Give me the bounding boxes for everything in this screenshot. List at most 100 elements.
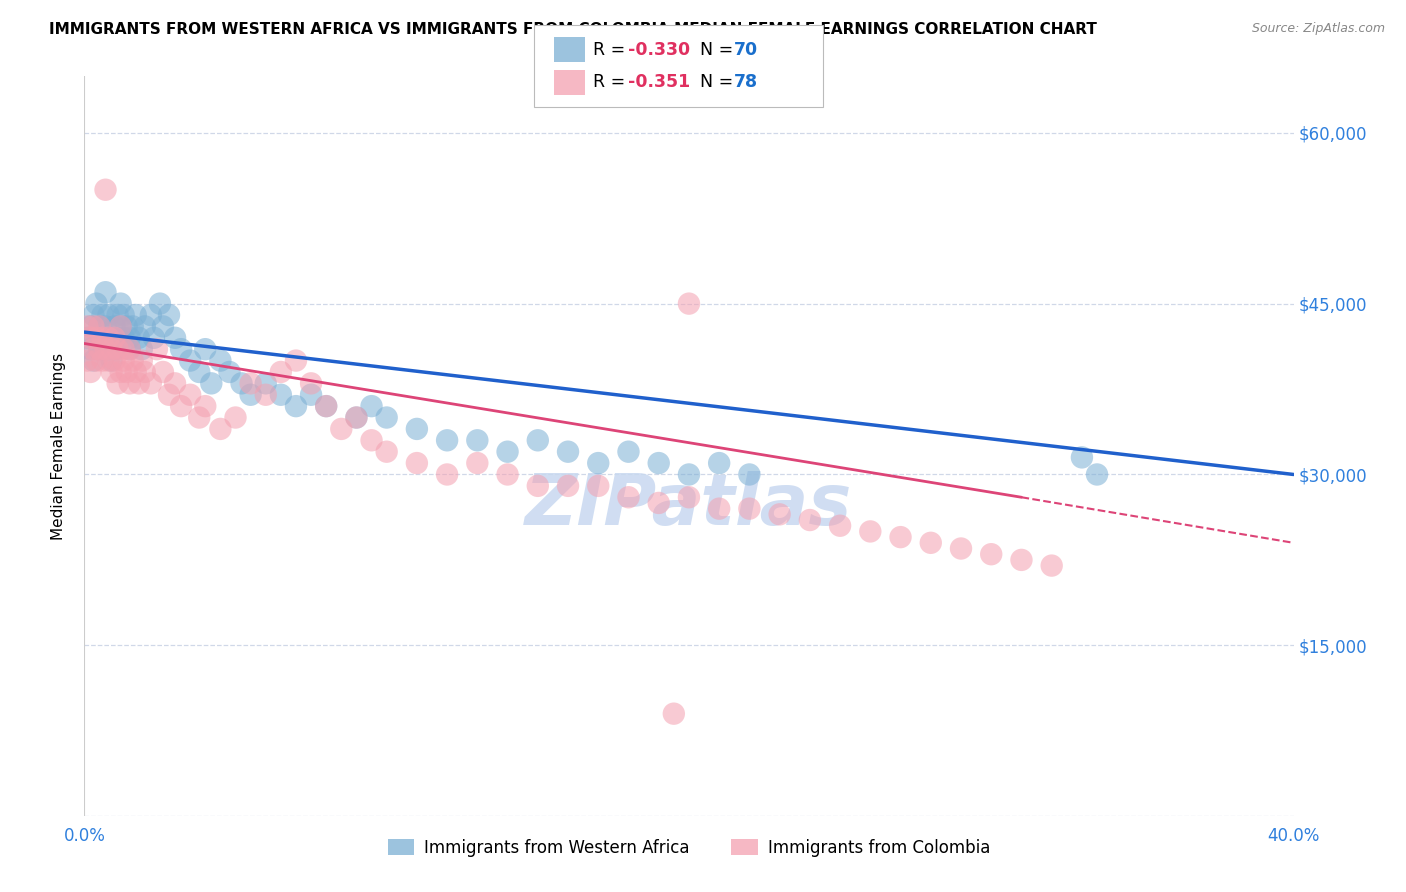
Point <box>134 319 156 334</box>
Point <box>110 365 132 379</box>
Point <box>82 308 104 322</box>
Point <box>254 388 277 402</box>
Point <box>91 353 114 368</box>
Point <box>588 456 610 470</box>
Point <box>799 513 821 527</box>
Point <box>346 410 368 425</box>
Point <box>648 456 671 470</box>
Point <box>709 501 731 516</box>
Point <box>678 296 700 310</box>
Point <box>467 456 489 470</box>
Point <box>89 342 111 356</box>
Text: N =: N = <box>689 73 738 91</box>
Point <box>209 353 232 368</box>
Point <box>97 331 120 345</box>
Point <box>436 467 458 482</box>
Point <box>100 365 122 379</box>
Point <box>91 308 114 322</box>
Point <box>738 501 761 516</box>
Point <box>107 331 129 345</box>
Point <box>82 319 104 334</box>
Point <box>79 319 101 334</box>
Point <box>125 365 148 379</box>
Text: R =: R = <box>593 41 631 59</box>
Point <box>678 467 700 482</box>
Point <box>86 331 108 345</box>
Point <box>950 541 973 556</box>
Point <box>406 422 429 436</box>
Point <box>231 376 253 391</box>
Y-axis label: Median Female Earnings: Median Female Earnings <box>51 352 66 540</box>
Point <box>134 365 156 379</box>
Point <box>239 376 262 391</box>
Point <box>648 496 671 510</box>
Point <box>112 331 135 345</box>
Point <box>115 365 138 379</box>
Point <box>118 331 141 345</box>
Point <box>200 376 222 391</box>
Point <box>131 353 153 368</box>
Point <box>1040 558 1063 573</box>
Point <box>194 342 217 356</box>
Point <box>118 342 141 356</box>
Point <box>179 353 201 368</box>
Point <box>112 342 135 356</box>
Point <box>270 365 292 379</box>
Point <box>299 388 322 402</box>
Point <box>97 308 120 322</box>
Point <box>104 331 127 345</box>
Text: IMMIGRANTS FROM WESTERN AFRICA VS IMMIGRANTS FROM COLOMBIA MEDIAN FEMALE EARNING: IMMIGRANTS FROM WESTERN AFRICA VS IMMIGR… <box>49 22 1097 37</box>
Text: 70: 70 <box>734 41 758 59</box>
Point <box>107 342 129 356</box>
Point <box>110 296 132 310</box>
Point <box>1085 467 1108 482</box>
Point <box>738 467 761 482</box>
Point <box>86 331 108 345</box>
Point <box>315 399 337 413</box>
Point <box>662 706 685 721</box>
Point <box>188 365 211 379</box>
Point <box>79 342 101 356</box>
Point <box>299 376 322 391</box>
Point <box>209 422 232 436</box>
Point <box>165 376 187 391</box>
Point <box>139 376 162 391</box>
Point <box>94 285 117 300</box>
Point <box>118 376 141 391</box>
Point <box>980 547 1002 561</box>
Text: 78: 78 <box>734 73 758 91</box>
Point <box>125 308 148 322</box>
Point <box>194 399 217 413</box>
Point <box>107 308 129 322</box>
Text: R =: R = <box>593 73 631 91</box>
Point <box>142 331 165 345</box>
Point <box>467 434 489 448</box>
Point <box>188 410 211 425</box>
Point <box>128 376 150 391</box>
Point <box>285 353 308 368</box>
Point <box>82 342 104 356</box>
Point <box>110 319 132 334</box>
Point <box>76 353 98 368</box>
Legend: Immigrants from Western Africa, Immigrants from Colombia: Immigrants from Western Africa, Immigran… <box>381 832 997 863</box>
Point <box>617 444 640 458</box>
Point <box>617 490 640 504</box>
Point <box>89 319 111 334</box>
Point <box>100 342 122 356</box>
Point <box>89 319 111 334</box>
Point <box>678 490 700 504</box>
Point <box>157 308 180 322</box>
Point <box>97 353 120 368</box>
Point <box>86 296 108 310</box>
Point <box>254 376 277 391</box>
Point <box>118 342 141 356</box>
Point <box>285 399 308 413</box>
Point <box>375 410 398 425</box>
Text: -0.330: -0.330 <box>628 41 690 59</box>
Point <box>149 296 172 310</box>
Point <box>496 444 519 458</box>
Point <box>496 467 519 482</box>
Text: ZIPatlas: ZIPatlas <box>526 471 852 540</box>
Point <box>859 524 882 539</box>
Point <box>100 353 122 368</box>
